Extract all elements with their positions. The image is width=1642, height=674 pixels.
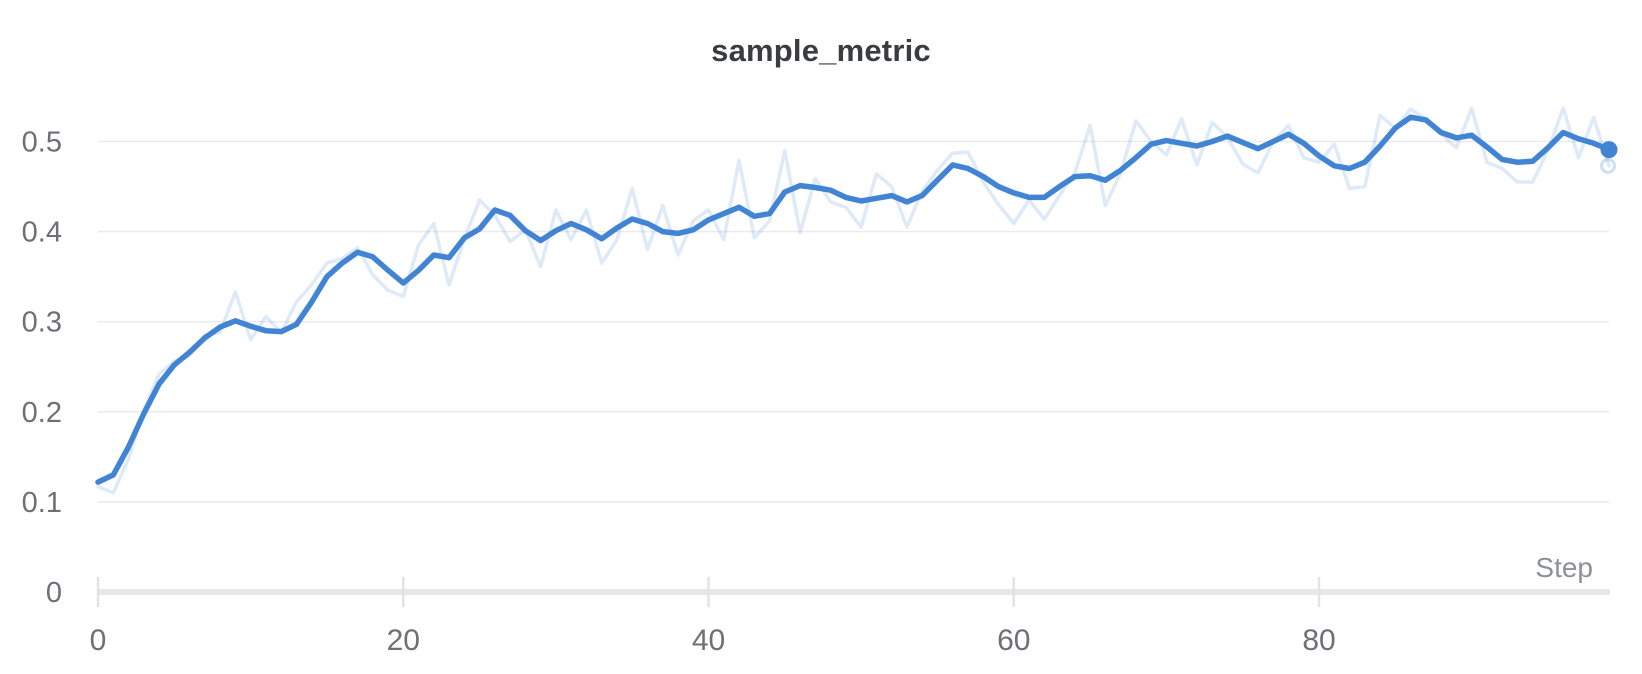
x-tick-label: 0 [90,624,107,657]
x-axis-bar[interactable] [97,589,1610,595]
y-tick-label: 0.2 [22,397,62,429]
y-tick-label: 0.1 [22,487,62,519]
y-tick-label: 0.5 [22,127,62,159]
y-tick-label: 0.4 [22,217,62,249]
y-tick-label: 0 [46,577,62,609]
y-tick-label: 0.3 [22,307,62,339]
last-point-ring [1600,157,1616,174]
x-tick-label: 60 [997,624,1030,657]
x-tick-label: 40 [692,624,725,657]
last-point-dot [1600,141,1618,159]
x-tick-label: 20 [387,624,420,657]
chart-title: sample_metric [711,33,931,68]
x-tick-label: 80 [1302,624,1335,657]
x-axis-label: Step [1535,552,1593,583]
smoothed-series-line [95,114,1612,485]
raw-series-line [96,106,1611,495]
